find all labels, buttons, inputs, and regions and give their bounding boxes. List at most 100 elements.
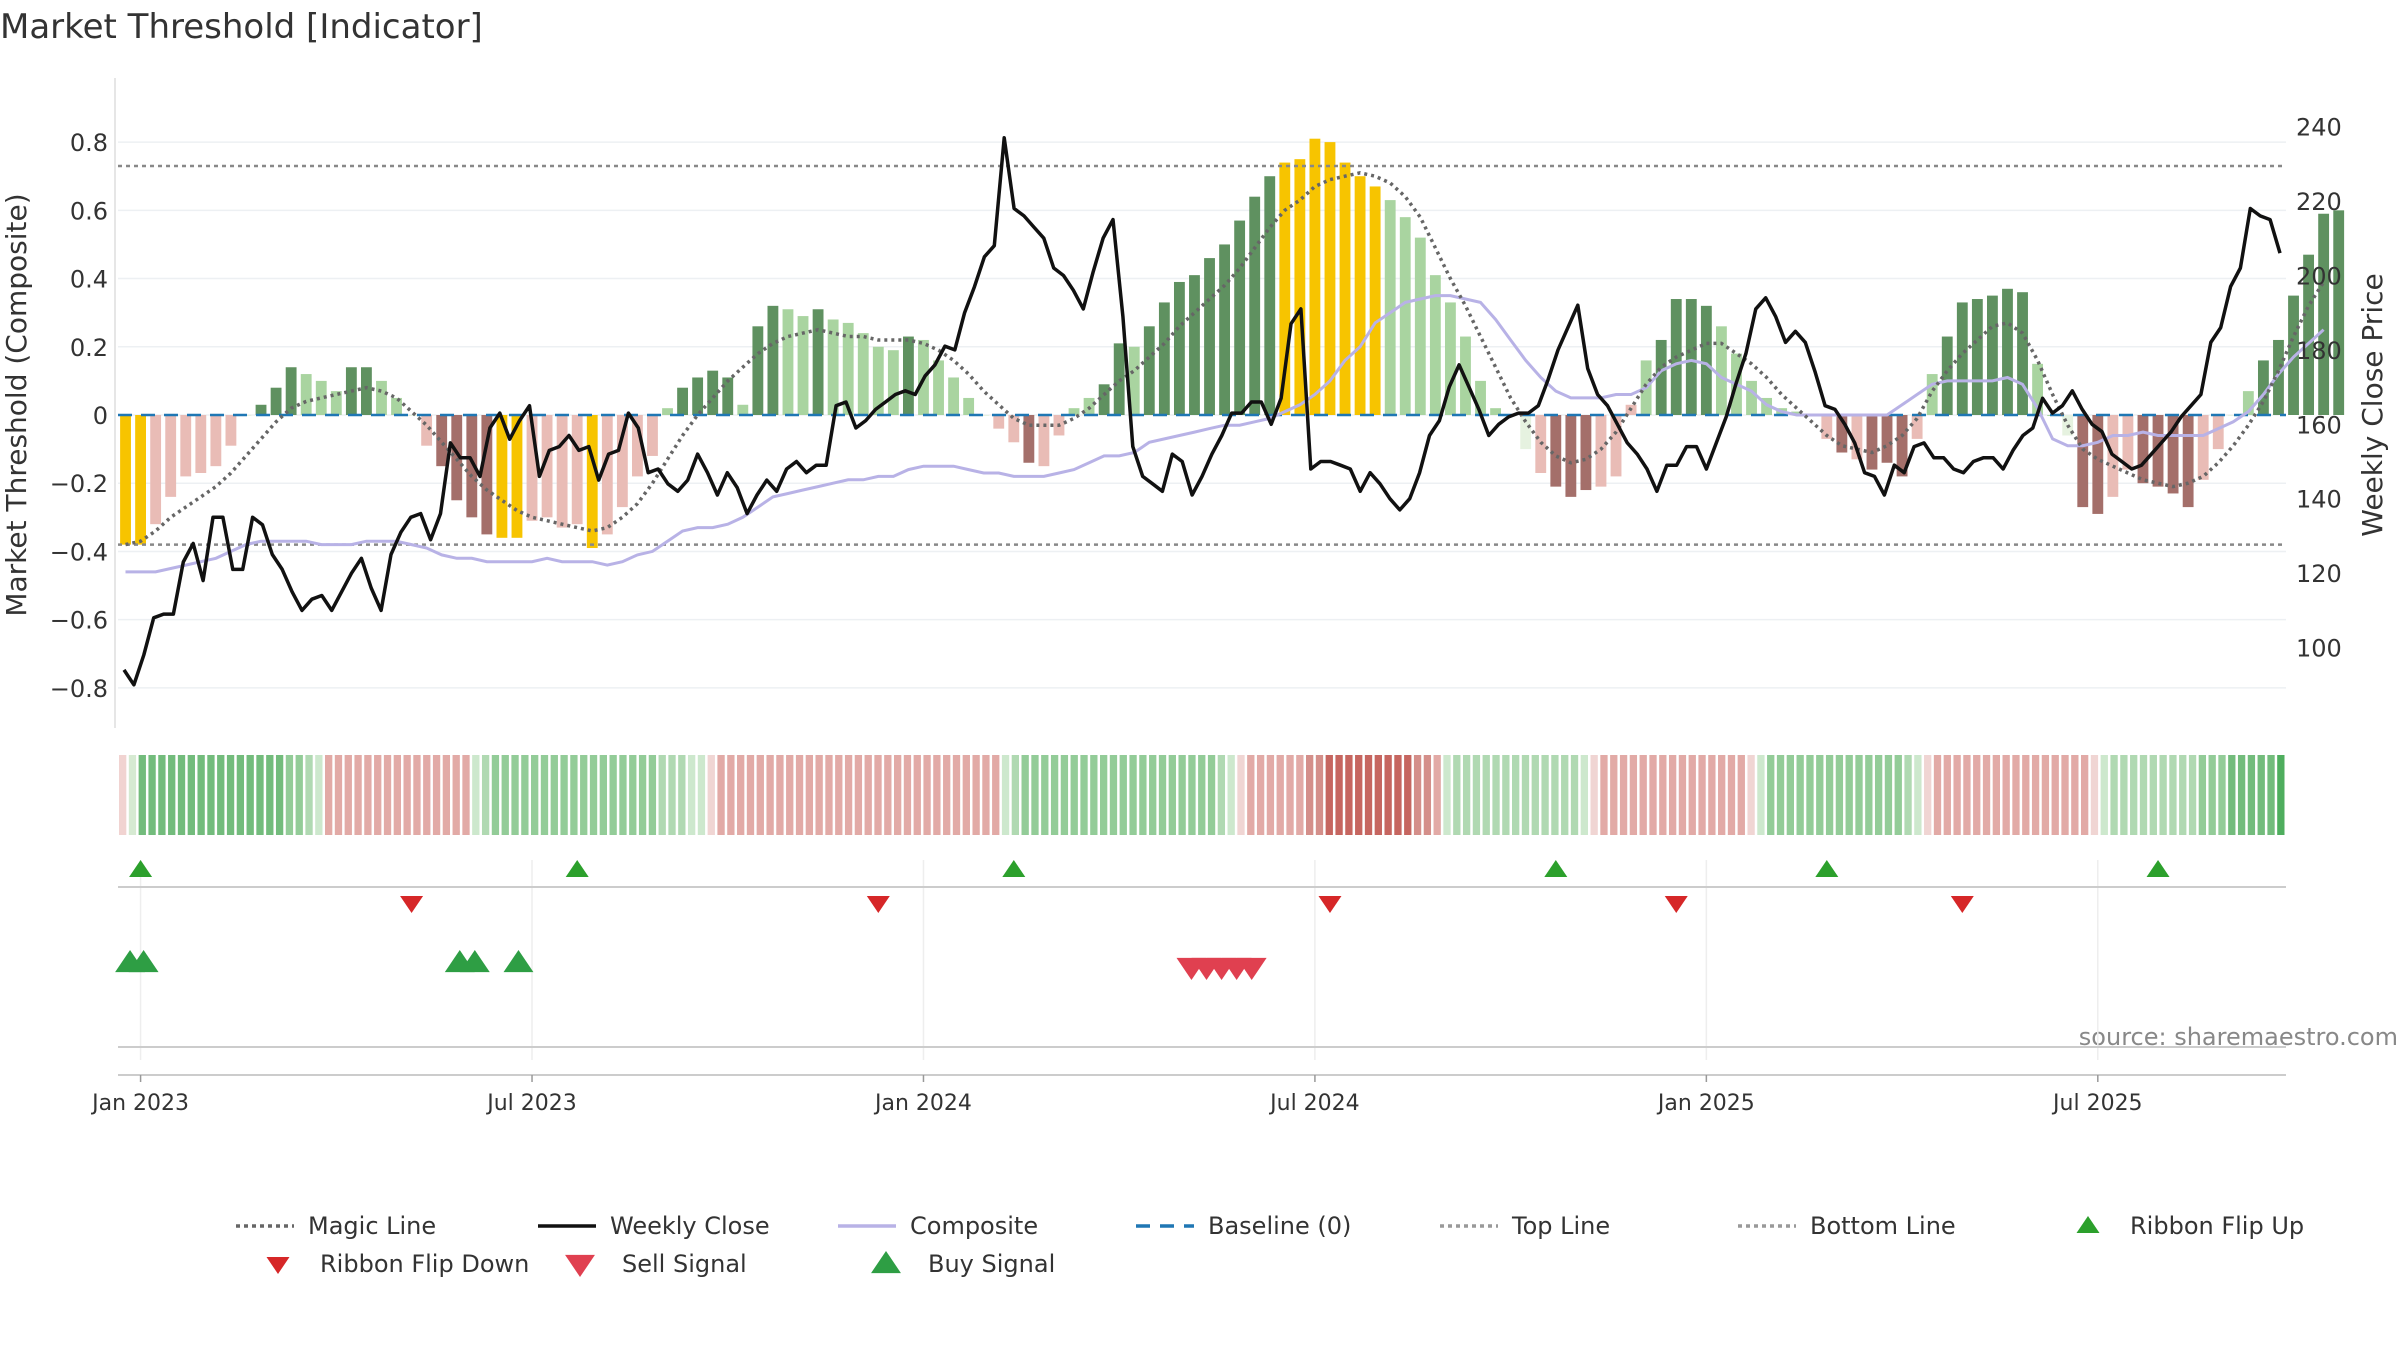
ribbon-cell [2090,755,2099,835]
legend-item: Top Line [1440,1212,1610,1240]
ribbon-cell [1492,755,1500,835]
ribbon-cell [737,755,745,835]
ribbon-flip-down-marker [1950,896,1974,913]
buy-signal-marker [459,950,490,973]
y-left-tick-label: 0 [93,402,108,430]
composite-bar [1189,275,1200,415]
ribbon-cell [315,755,323,835]
ribbon-cell [1874,755,1883,835]
ribbon-cell [285,755,294,835]
composite-bar [1580,415,1592,491]
ribbon-cell [1786,755,1795,835]
y-left-tick-label: −0.2 [50,470,108,498]
ribbon-cell [403,755,411,835]
composite-bar [1911,415,1923,439]
composite-bar [767,305,779,415]
ribbon-cell [1688,755,1696,835]
ribbon-cell [560,755,568,835]
ribbon-cell [432,755,441,835]
series-lines [118,136,2326,687]
y-axis-left-label: Market Threshold (Composite) [0,193,33,616]
ribbon-cell [580,755,588,835]
composite-bar [1475,380,1486,415]
ribbon-cell [1502,755,1510,835]
ribbon-cell [2061,755,2069,835]
composite-bar [1204,258,1215,415]
ribbon-cell [2208,755,2216,835]
composite-bar [436,415,448,467]
ribbon-cell [1590,755,1598,835]
ribbon-cell [1325,755,1333,835]
composite-bar [2182,415,2194,508]
ribbon-cell [2188,755,2197,835]
composite-bar [1836,415,1848,453]
ribbon-cell [1629,755,1638,835]
composite-bar [360,367,372,415]
composite-bar [1158,302,1170,415]
ribbon-cell [2218,755,2226,835]
ribbon-cell [1109,755,1118,835]
ribbon-cell [835,755,843,835]
composite-bar [1761,397,1773,415]
ribbon-cell [1924,755,1932,835]
legend-item: Bottom Line [1738,1212,1956,1240]
legend: Magic Line Weekly Close Composite Baseline … [236,1212,2304,1278]
ribbon-cell [2139,755,2148,835]
ribbon-cell [746,755,755,835]
composite-bar [963,397,975,415]
composite-bar [1565,415,1577,497]
ribbon-cell [913,755,921,835]
ribbon-cell [2022,755,2030,835]
ribbon-flip-down-marker [1664,896,1688,913]
ribbon-cell [472,755,480,835]
composite-bar [1068,408,1080,415]
composite-bar [1444,302,1456,415]
buy-signal-marker [128,950,159,973]
ribbon-cell [1355,755,1363,835]
y-right-tick-label: 120 [2296,560,2342,588]
composite-bar [481,415,493,535]
ribbon-cell [1345,755,1353,835]
composite-bar [300,374,312,415]
ribbon-cell [168,755,176,835]
ribbon-cell [2149,755,2157,835]
composite-bar [1791,411,1803,415]
ribbon-cell [1384,755,1392,835]
ribbon-cell [1796,755,1804,835]
ribbon-cell [619,755,627,835]
composite-bar [707,370,719,415]
ribbon-cell [805,755,814,835]
composite-bar [1264,176,1276,415]
ribbon-flip-up-marker [1002,860,1026,877]
legend-item: Composite [838,1212,1038,1240]
ribbon-cell [972,755,980,835]
ribbon-cell [1099,755,1108,835]
composite-bar [586,415,598,549]
composite-bar [601,415,613,535]
ribbon-cell [1825,755,1834,835]
ribbon-flip-up-marker [129,860,153,877]
ribbon-cell [2100,755,2108,835]
buy-signal-marker [503,950,534,973]
legend-label: Weekly Close [610,1212,770,1240]
ribbon-cell [687,755,696,835]
composite-bar [1143,326,1155,415]
ribbon-cell [1845,755,1853,835]
composite-bar [1715,326,1727,415]
composite-bar [827,319,839,415]
ribbon-cell [1433,755,1441,835]
legend-swatch [2076,1216,2100,1233]
legend-item: Weekly Close [538,1212,770,1240]
ribbon-cell [364,755,372,835]
ribbon-cell [2267,755,2275,835]
ribbon-cell [1963,755,1971,835]
chart-title: Market Threshold [Indicator] [0,7,483,47]
legend-label: Composite [910,1212,1038,1240]
ribbon-cell [1649,755,1657,835]
composite-bar [1234,220,1246,415]
ribbon-cell [275,755,284,835]
ribbon-cell [589,755,598,835]
composite-bar [1023,415,1035,463]
magic-line [125,171,2326,547]
